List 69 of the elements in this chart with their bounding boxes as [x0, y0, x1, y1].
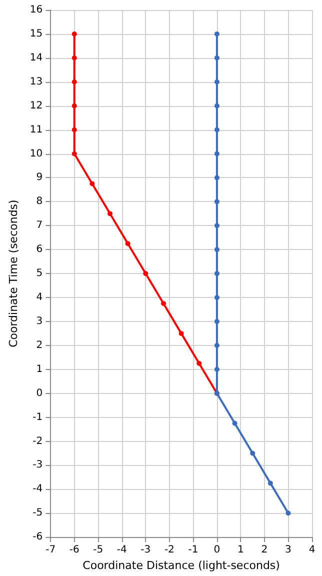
point: [72, 127, 77, 132]
x-tick-label: 0: [214, 544, 220, 556]
x-tick-label: -7: [46, 544, 56, 556]
point: [196, 360, 202, 366]
x-tick-label: -5: [93, 544, 104, 556]
x-tick-label: -6: [69, 544, 80, 556]
y-tick-label: 0: [36, 388, 43, 399]
point: [214, 31, 220, 36]
y-tick-label: 13: [30, 76, 43, 88]
point: [72, 31, 77, 36]
point: [250, 450, 256, 456]
x-tick-label: -1: [188, 544, 198, 556]
y-tick-label: 12: [30, 100, 43, 112]
y-tick-label: -2: [32, 436, 43, 447]
point: [214, 55, 220, 60]
point: [108, 211, 113, 216]
point: [125, 241, 130, 246]
point: [214, 127, 220, 132]
x-tick-label: 4: [308, 544, 316, 556]
point: [214, 223, 220, 228]
y-tick-label: -5: [32, 508, 43, 519]
y-tick-label: -6: [32, 532, 43, 543]
point: [214, 318, 220, 324]
point: [214, 271, 220, 276]
x-tick-label: 2: [261, 544, 268, 556]
y-tick-label: 7: [36, 220, 43, 232]
y-tick-label: -4: [32, 484, 43, 495]
y-tick-label: -1: [32, 412, 43, 423]
x-tick-label: -2: [164, 544, 174, 556]
y-tick-label: 16: [30, 4, 43, 16]
y-tick-label: 11: [30, 124, 43, 136]
y-tick-label: 14: [30, 52, 43, 64]
point: [72, 103, 77, 108]
y-tick-label: 8: [36, 196, 43, 208]
y-tick-label: -3: [32, 460, 43, 471]
y-tick-label: 15: [30, 28, 43, 40]
y-tick-label: 1: [36, 364, 43, 375]
point: [90, 181, 95, 186]
point: [214, 175, 220, 180]
point: [143, 271, 148, 276]
point: [214, 103, 220, 108]
y-tick-label: 3: [36, 316, 43, 327]
point: [214, 151, 220, 156]
y-tick-label: 2: [36, 340, 43, 351]
point: [178, 330, 184, 336]
point: [286, 510, 291, 516]
x-tick-label: -3: [140, 544, 151, 556]
x-tick-label: -4: [116, 544, 127, 556]
x-axis-title: Coordinate Distance (light-seconds): [82, 559, 280, 572]
point: [214, 79, 220, 84]
x-tick-label: 1: [238, 544, 244, 556]
point: [160, 301, 166, 306]
y-tick-label: 4: [36, 292, 43, 304]
y-tick-label: 10: [30, 148, 43, 160]
point: [214, 366, 220, 372]
point: [214, 247, 220, 252]
y-tick-label: 6: [36, 244, 43, 256]
y-tick-label: 5: [36, 268, 43, 280]
y-tick-label: 9: [36, 172, 43, 184]
y-axis-title: Coordinate Time (seconds): [7, 200, 20, 348]
point: [268, 480, 273, 486]
point: [232, 420, 238, 426]
point: [214, 199, 220, 204]
point: [72, 55, 77, 60]
point: [214, 295, 220, 300]
point: [72, 79, 77, 84]
point: [214, 342, 220, 348]
point: [72, 151, 77, 156]
x-tick-label: 3: [285, 544, 292, 556]
